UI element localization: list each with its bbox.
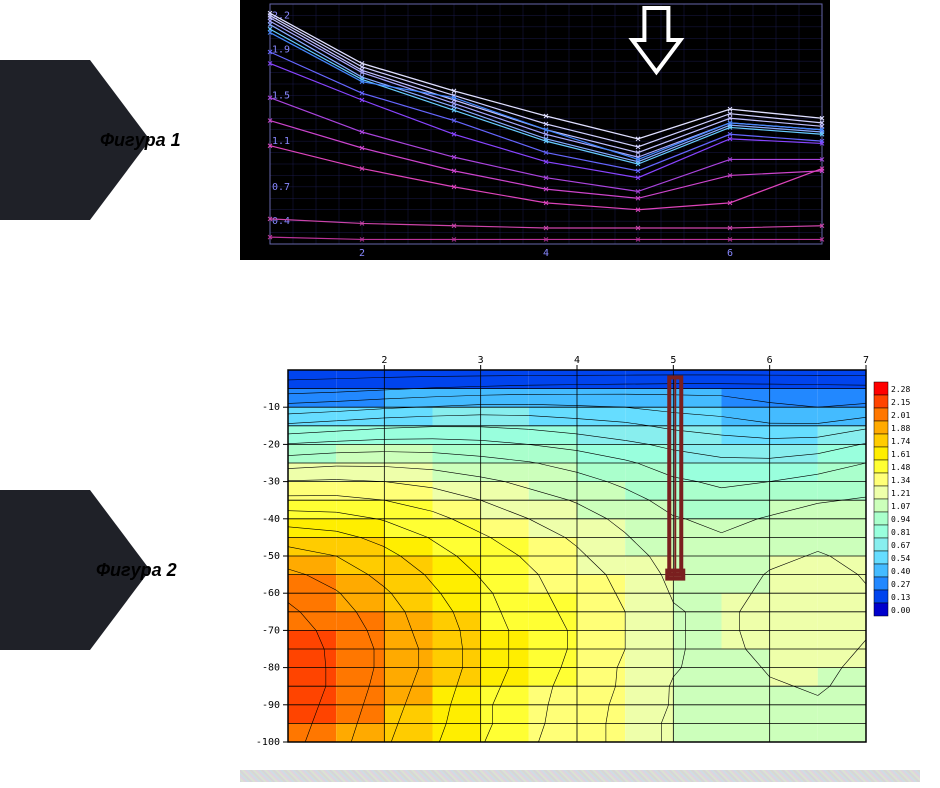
svg-text:1.88: 1.88	[891, 424, 910, 433]
svg-text:-20: -20	[262, 439, 280, 450]
svg-text:0.40: 0.40	[891, 567, 910, 576]
svg-text:1.74: 1.74	[891, 437, 910, 446]
pentagon-marker-1	[0, 60, 90, 220]
svg-text:0.13: 0.13	[891, 593, 910, 602]
svg-text:0.7: 0.7	[272, 182, 290, 193]
svg-text:-100: -100	[256, 737, 280, 748]
svg-text:-50: -50	[262, 551, 280, 562]
svg-text:0.94: 0.94	[891, 515, 910, 524]
svg-text:1.1: 1.1	[272, 136, 290, 147]
svg-text:-90: -90	[262, 700, 280, 711]
svg-text:0.54: 0.54	[891, 554, 910, 563]
svg-text:5: 5	[670, 355, 676, 366]
svg-text:0.00: 0.00	[891, 606, 910, 615]
svg-text:7: 7	[863, 355, 869, 366]
svg-text:-30: -30	[262, 477, 280, 488]
line-chart: 0.40.71.11.51.92.2246	[240, 0, 830, 260]
svg-text:6: 6	[727, 248, 733, 259]
svg-text:0.67: 0.67	[891, 541, 910, 550]
svg-text:6: 6	[767, 355, 773, 366]
svg-text:-40: -40	[262, 514, 280, 525]
svg-text:-80: -80	[262, 663, 280, 674]
contour-heatmap: 2 3 4 5 6 7 -10 -20 -30 -40 -50 -60 -70 -80 -90 -100 2.2…	[240, 350, 920, 750]
svg-text:1.21: 1.21	[891, 489, 910, 498]
svg-text:4: 4	[574, 355, 580, 366]
svg-text:1.34: 1.34	[891, 476, 910, 485]
svg-text:1.48: 1.48	[891, 463, 910, 472]
svg-text:2.01: 2.01	[891, 411, 910, 420]
figure2-label: Фигура 2	[96, 560, 177, 581]
svg-text:2: 2	[381, 355, 387, 366]
svg-text:1.61: 1.61	[891, 450, 910, 459]
noise-strip	[240, 770, 920, 782]
svg-text:2.15: 2.15	[891, 398, 910, 407]
figure1-label: Фигура 1	[100, 130, 181, 151]
svg-text:-10: -10	[262, 402, 280, 413]
svg-text:0.27: 0.27	[891, 580, 910, 589]
pentagon-marker-2	[0, 490, 90, 650]
svg-text:0.4: 0.4	[272, 216, 290, 227]
svg-text:3: 3	[478, 355, 484, 366]
svg-text:-70: -70	[262, 625, 280, 636]
svg-text:2.28: 2.28	[891, 385, 910, 394]
svg-text:0.81: 0.81	[891, 528, 910, 537]
svg-text:2: 2	[359, 248, 365, 259]
svg-text:4: 4	[543, 248, 549, 259]
svg-text:-60: -60	[262, 588, 280, 599]
svg-text:1.07: 1.07	[891, 502, 910, 511]
